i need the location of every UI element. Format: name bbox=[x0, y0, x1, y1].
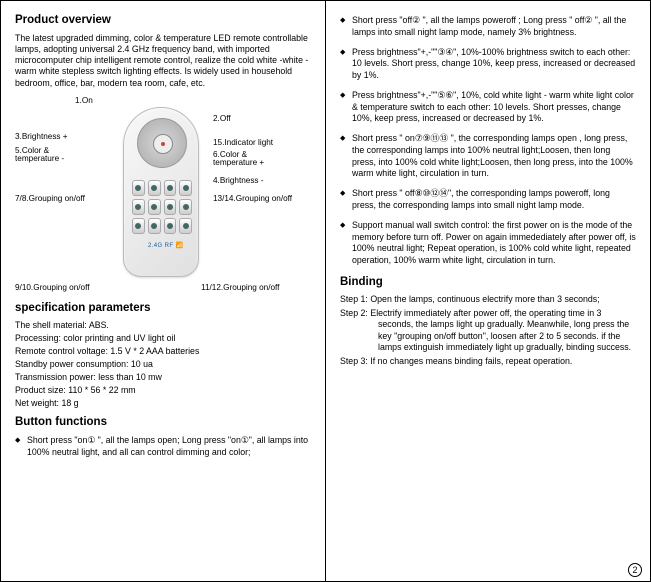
button-functions: Button functions Short press "on① ", all… bbox=[15, 415, 311, 458]
binding-step: Step 3: If no changes means binding fail… bbox=[340, 356, 636, 367]
spec-line: Standby power consumption: 10 ua bbox=[15, 359, 311, 371]
spec-line: Net weight: 18 g bbox=[15, 398, 311, 410]
overview-text: The latest upgraded dimming, color & tem… bbox=[15, 33, 311, 89]
bullet-list: Short press "off② ", all the lamps power… bbox=[340, 15, 636, 266]
label-off: 2.Off bbox=[213, 113, 231, 124]
spec-line: Product size: 110 * 56 * 22 mm bbox=[15, 385, 311, 397]
button-row-1 bbox=[132, 180, 192, 196]
label-colortemp-plus: 6.Color &temperature + bbox=[213, 151, 264, 168]
remote-body: 2.4G RF 📶 bbox=[123, 107, 199, 277]
page-number: 2 bbox=[628, 563, 642, 577]
label-brightness-minus: 4.Brightness - bbox=[213, 175, 264, 186]
bullet-item: Short press "off② ", all the lamps power… bbox=[340, 15, 636, 38]
func-bullet: Short press "on① ", all the lamps open; … bbox=[15, 435, 311, 458]
binding-step: Step 1: Open the lamps, continuous elect… bbox=[340, 294, 636, 305]
func-title: Button functions bbox=[15, 415, 311, 431]
right-column: Short press "off② ", all the lamps power… bbox=[326, 1, 650, 581]
label-group-78: 7/8.Grouping on/off bbox=[15, 193, 85, 204]
bullet-item: Press brightness"+,-""⑤⑥", 10%, cold whi… bbox=[340, 90, 636, 125]
bullet-item: Short press " on⑦⑨⑪⑬ ", the correspondin… bbox=[340, 133, 636, 179]
bullet-item: Short press " off⑧⑩⑫⑭", the correspondin… bbox=[340, 188, 636, 211]
spec-line: Transmission power: less than 10 mw bbox=[15, 372, 311, 384]
spec-line: Remote control voltage: 1.5 V * 2 AAA ba… bbox=[15, 346, 311, 358]
left-column: Product overview The latest upgraded dim… bbox=[1, 1, 326, 581]
bullet-item: Press brightness"+,-""③④", 10%-100% brig… bbox=[340, 47, 636, 82]
remote-logo: 2.4G RF 📶 bbox=[148, 242, 183, 250]
label-group-910: 9/10.Grouping on/off bbox=[15, 282, 90, 293]
button-row-2 bbox=[132, 199, 192, 215]
spec-section: specification parameters The shell mater… bbox=[15, 301, 311, 410]
label-colortemp-minus: 5.Color &temperature - bbox=[15, 147, 64, 164]
product-overview: Product overview The latest upgraded dim… bbox=[15, 13, 311, 89]
label-indicator: 15.Indicator light bbox=[213, 137, 273, 148]
spec-line: Processing: color printing and UV light … bbox=[15, 333, 311, 345]
label-group-1112: 11/12.Grouping on/off bbox=[201, 282, 279, 293]
spec-line: The shell material: ABS. bbox=[15, 320, 311, 332]
indicator-light-icon bbox=[153, 134, 173, 154]
button-row-3 bbox=[132, 218, 192, 234]
label-on: 1.On bbox=[75, 95, 93, 106]
remote-dpad bbox=[137, 118, 187, 168]
label-brightness-plus: 3.Brightness + bbox=[15, 131, 68, 142]
binding-section: Binding Step 1: Open the lamps, continuo… bbox=[340, 275, 636, 367]
overview-title: Product overview bbox=[15, 13, 311, 29]
remote-diagram: 2.4G RF 📶 1.On 2.Off 3.Brightness + 15.I… bbox=[15, 95, 311, 295]
binding-step: Step 2: Electrify immediately after powe… bbox=[340, 308, 636, 354]
label-group-1314: 13/14.Grouping on/off bbox=[213, 193, 292, 204]
spec-title: specification parameters bbox=[15, 301, 311, 317]
binding-title: Binding bbox=[340, 275, 636, 291]
bullet-item: Support manual wall switch control: the … bbox=[340, 220, 636, 266]
